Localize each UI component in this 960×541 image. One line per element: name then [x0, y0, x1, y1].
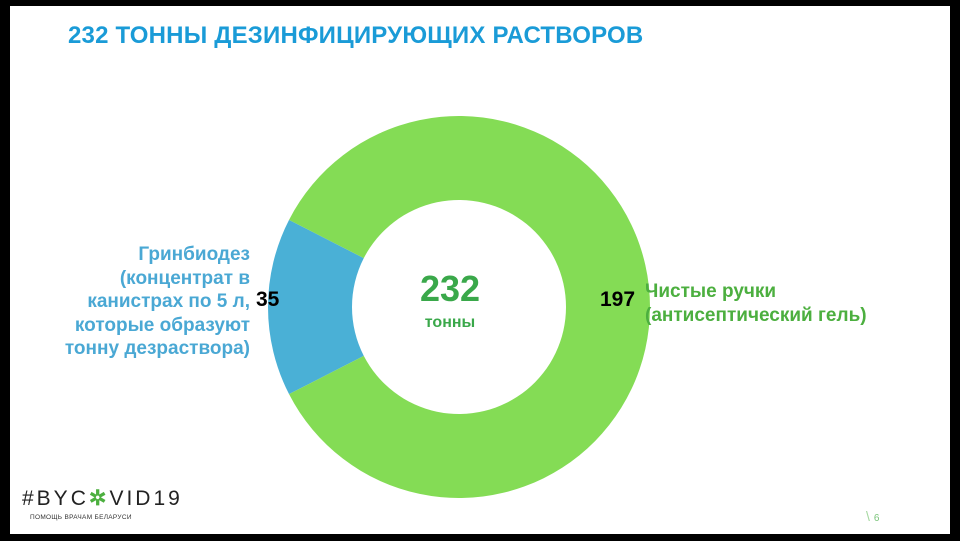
page-number-value: 6: [873, 513, 880, 524]
gear-icon: ✲: [88, 487, 110, 510]
slice-label-line: (антисептический гель): [645, 304, 867, 326]
slice-label-line: канистрах по 5 л,: [87, 291, 250, 312]
slice-label-greenbiodez: Гринбиодез (концентрат в канистрах по 5 …: [40, 243, 250, 361]
page-number: \ 6: [866, 508, 879, 524]
bycovid19-logo: #BYC✲VID19: [22, 486, 183, 511]
slice-label-line: Чистые ручки: [645, 281, 777, 302]
slice-label-line: (концентрат в: [119, 267, 250, 289]
slice-label-line: Гринбиодез: [138, 244, 250, 265]
page-slash: \: [866, 508, 870, 524]
donut-slice-greenbiodez: [268, 219, 364, 395]
slice-value-clean-hands: 197: [600, 288, 636, 311]
logo-text-suffix: VID19: [109, 487, 183, 510]
slice-label-line: тонну дезраствора): [64, 338, 250, 359]
center-total-unit: тонны: [424, 314, 476, 331]
logo-text-prefix: #BYC: [22, 487, 89, 510]
slice-value-greenbiodez: 35: [256, 288, 280, 311]
slice-label-clean-hands: Чистые ручки (антисептический гель): [645, 280, 905, 327]
logo-tagline: ПОМОЩЬ ВРАЧАМ БЕЛАРУСИ: [30, 514, 132, 521]
slice-label-line: которые образуют: [74, 314, 250, 336]
donut-slice-clean-hands: [289, 115, 651, 498]
slide-title: 232 ТОННЫ ДЕЗИНФИЦИРУЮЩИХ РАСТВОРОВ: [68, 22, 644, 49]
center-total-value: 232: [419, 268, 481, 309]
